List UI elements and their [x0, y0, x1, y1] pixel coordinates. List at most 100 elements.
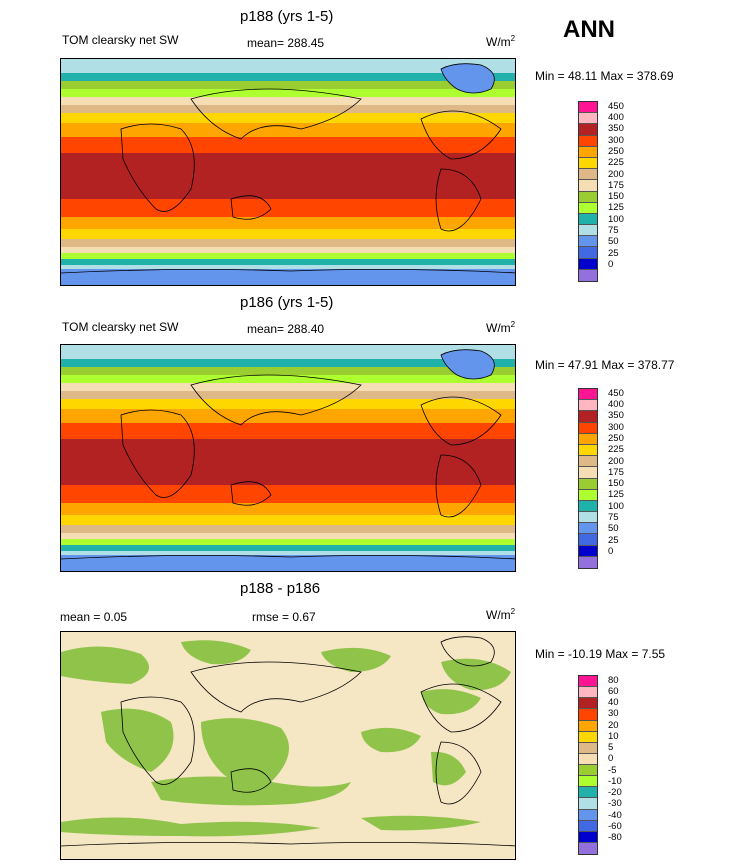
colorbar-swatch — [579, 478, 597, 490]
colorbar-tick-label: 100 — [608, 500, 624, 512]
colorbar-swatch — [579, 269, 597, 281]
colorbar-swatch — [579, 467, 597, 479]
panel3-title: p188 - p186 — [240, 580, 321, 597]
colorbar-tick-label: 10 — [608, 730, 619, 742]
panel1-map — [60, 58, 516, 286]
colorbar-tick-label: -80 — [608, 832, 622, 844]
colorbar-tick-label: 300 — [608, 134, 624, 146]
panel2-title: p186 (yrs 1-5) — [240, 294, 334, 311]
colorbar-swatch — [579, 709, 597, 721]
colorbar-swatch — [579, 787, 597, 799]
colorbar-tick-label: 50 — [608, 236, 619, 248]
colorbar-swatch — [579, 169, 597, 181]
panel2-map — [60, 344, 516, 572]
colorbar-swatch — [579, 556, 597, 568]
colorbar-tick-label: 150 — [608, 478, 624, 490]
colorbar-swatch — [579, 456, 597, 468]
colorbar-tick-label: -60 — [608, 820, 622, 832]
colorbar-swatch — [579, 753, 597, 765]
panel3-units: W/m2 — [486, 607, 516, 622]
colorbar-swatch — [579, 676, 597, 688]
colorbar-swatch — [579, 247, 597, 259]
colorbar-swatch — [579, 512, 597, 524]
colorbar-swatch — [579, 433, 597, 445]
colorbar-tick-label: -5 — [608, 764, 617, 776]
panel3-rmse-label: rmse = 0.67 — [252, 610, 316, 624]
colorbar-swatch — [579, 534, 597, 546]
colorbar-swatch — [579, 258, 597, 270]
colorbar-tick-label: 75 — [608, 225, 619, 237]
colorbar-tick-label: 125 — [608, 489, 624, 501]
colorbar-tick-label: 40 — [608, 697, 619, 709]
panel1-colorbar — [578, 101, 598, 282]
colorbar-swatch — [579, 776, 597, 788]
colorbar-tick-label: 0 — [608, 546, 614, 558]
panel2-colorbar — [578, 388, 598, 569]
colorbar-swatch — [579, 523, 597, 535]
colorbar-swatch — [579, 842, 597, 854]
colorbar-tick-label: -40 — [608, 809, 622, 821]
colorbar-swatch — [579, 102, 597, 114]
colorbar-tick-label: 400 — [608, 398, 624, 410]
colorbar-swatch — [579, 191, 597, 203]
colorbar-tick-label: 300 — [608, 421, 624, 433]
colorbar-tick-label: 100 — [608, 213, 624, 225]
colorbar-swatch — [579, 731, 597, 743]
colorbar-tick-label: 125 — [608, 202, 624, 214]
colorbar-tick-label: 225 — [608, 157, 624, 169]
panel3-colorbar — [578, 675, 598, 855]
colorbar-swatch — [579, 213, 597, 226]
colorbar-swatch — [579, 236, 597, 248]
colorbar-swatch — [579, 400, 597, 412]
colorbar-swatch — [579, 225, 597, 237]
colorbar-tick-label: 25 — [608, 534, 619, 546]
panel1-minmax: Min = 48.11 Max = 378.69 — [535, 69, 674, 83]
colorbar-tick-label: 200 — [608, 168, 624, 180]
colorbar-swatch — [579, 820, 597, 832]
colorbar-swatch — [579, 831, 597, 843]
colorbar-tick-label: 30 — [608, 708, 619, 720]
colorbar-swatch — [579, 113, 597, 125]
colorbar-swatch — [579, 422, 597, 434]
colorbar-swatch — [579, 180, 597, 192]
colorbar-tick-label: 400 — [608, 111, 624, 123]
colorbar-swatch — [579, 411, 597, 423]
panel2-mean-label: mean= 288.40 — [247, 322, 325, 336]
colorbar-tick-label: 350 — [608, 123, 624, 135]
colorbar-tick-label: 250 — [608, 145, 624, 157]
colorbar-tick-label: -30 — [608, 798, 622, 810]
colorbar-swatch — [579, 809, 597, 821]
colorbar-tick-label: 25 — [608, 247, 619, 259]
panel1-title: p188 (yrs 1-5) — [240, 8, 334, 25]
colorbar-swatch — [579, 798, 597, 810]
panel2-field-label: TOM clearsky net SW — [62, 320, 179, 334]
panel3-minmax: Min = -10.19 Max = 7.55 — [535, 647, 666, 661]
colorbar-tick-label: 75 — [608, 512, 619, 524]
colorbar-tick-label: 60 — [608, 685, 619, 697]
colorbar-swatch — [579, 698, 597, 710]
colorbar-swatch — [579, 135, 597, 147]
colorbar-tick-label: 450 — [608, 100, 624, 112]
colorbar-swatch — [579, 444, 597, 457]
panel1-units: W/m2 — [486, 34, 516, 49]
colorbar-swatch — [579, 202, 597, 214]
colorbar-swatch — [579, 765, 597, 777]
colorbar-tick-label: 450 — [608, 387, 624, 399]
panel3-mean-label: mean = 0.05 — [60, 610, 128, 624]
colorbar-tick-label: 350 — [608, 410, 624, 422]
panel2-minmax: Min = 47.91 Max = 378.77 — [535, 358, 675, 372]
colorbar-tick-label: 0 — [608, 753, 614, 765]
colorbar-tick-label: 175 — [608, 179, 624, 191]
colorbar-tick-label: 175 — [608, 466, 624, 478]
colorbar-tick-label: -20 — [608, 787, 622, 799]
colorbar-tick-label: 250 — [608, 432, 624, 444]
season-label: ANN — [563, 16, 615, 43]
colorbar-tick-label: 50 — [608, 523, 619, 535]
colorbar-tick-label: 80 — [608, 674, 619, 686]
colorbar-swatch — [579, 687, 597, 699]
colorbar-tick-label: 200 — [608, 455, 624, 467]
colorbar-tick-label: -10 — [608, 775, 622, 787]
panel1-mean-label: mean= 288.45 — [247, 36, 325, 50]
colorbar-swatch — [579, 146, 597, 158]
panel1-field-label: TOM clearsky net SW — [62, 33, 179, 47]
